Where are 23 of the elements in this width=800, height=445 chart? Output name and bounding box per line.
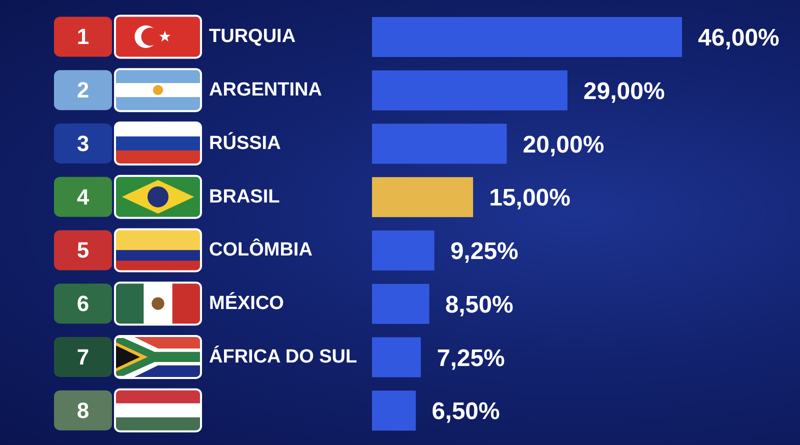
- text: 2: [76, 78, 90, 103]
- data-label: 46,00%: [698, 24, 780, 52]
- data-label: 15,00%: [489, 184, 570, 212]
- text: 8: [76, 398, 90, 423]
- data-label: 6,50%: [432, 398, 500, 426]
- text: 7: [76, 344, 90, 370]
- y-tick-label: TURQUIA: [209, 26, 296, 48]
- y-tick-label: BRASIL: [209, 186, 280, 208]
- data-label: 20,00%: [522, 131, 604, 158]
- data-label: 9,25%: [450, 238, 518, 266]
- text: 6: [76, 291, 90, 316]
- text: 3: [76, 130, 90, 156]
- text: 5: [76, 238, 90, 263]
- data-label: 7,25%: [436, 344, 505, 372]
- y-tick-label: COLÔMBIA: [209, 238, 313, 261]
- y-tick-label: MÉXICO: [209, 292, 284, 314]
- y-tick-label: RÚSSIA: [209, 132, 282, 154]
- text: 1: [76, 24, 90, 50]
- y-tick-label: ARGENTINA: [209, 80, 322, 101]
- text: 4: [76, 184, 90, 210]
- y-tick-label: ÁFRICA DO SUL: [209, 345, 358, 368]
- data-label: 29,00%: [583, 78, 665, 105]
- data-label: 8,50%: [445, 291, 514, 318]
